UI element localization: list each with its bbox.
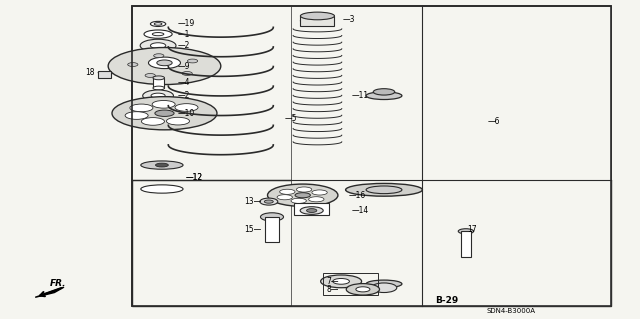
Text: SDN4-B3000A: SDN4-B3000A <box>486 308 536 314</box>
Bar <box>98 71 111 78</box>
Ellipse shape <box>141 185 183 193</box>
Bar <box>461 231 471 257</box>
Ellipse shape <box>154 23 162 25</box>
Text: 18: 18 <box>85 68 95 77</box>
Ellipse shape <box>264 200 273 203</box>
Bar <box>153 78 164 88</box>
Ellipse shape <box>156 163 168 167</box>
Ellipse shape <box>260 198 278 205</box>
Ellipse shape <box>125 112 148 119</box>
Ellipse shape <box>150 21 166 26</box>
Text: —5: —5 <box>285 114 298 122</box>
Ellipse shape <box>300 17 335 25</box>
Text: —4: —4 <box>177 78 190 87</box>
Ellipse shape <box>144 30 172 38</box>
Ellipse shape <box>308 197 324 202</box>
Bar <box>323 273 378 295</box>
Polygon shape <box>35 287 64 297</box>
Ellipse shape <box>141 161 183 169</box>
Ellipse shape <box>140 39 176 52</box>
Ellipse shape <box>312 190 327 195</box>
Bar <box>132 180 611 306</box>
Bar <box>294 203 329 215</box>
Ellipse shape <box>373 89 395 95</box>
Ellipse shape <box>295 193 310 198</box>
Ellipse shape <box>307 209 317 212</box>
Ellipse shape <box>153 86 164 90</box>
Text: B-29: B-29 <box>435 296 458 305</box>
Ellipse shape <box>153 76 164 80</box>
Ellipse shape <box>280 189 295 194</box>
Text: —3: —3 <box>342 15 355 24</box>
Ellipse shape <box>130 104 153 112</box>
Text: 8—: 8— <box>326 285 339 294</box>
Ellipse shape <box>268 184 338 206</box>
Ellipse shape <box>182 71 192 75</box>
Text: —12: —12 <box>186 173 203 182</box>
Ellipse shape <box>108 48 221 85</box>
Ellipse shape <box>112 97 217 130</box>
Text: —14: —14 <box>352 206 369 215</box>
Ellipse shape <box>291 198 307 204</box>
Ellipse shape <box>314 19 324 22</box>
Text: —6: —6 <box>488 117 500 126</box>
Text: —12: —12 <box>186 173 203 182</box>
Ellipse shape <box>151 93 165 98</box>
Ellipse shape <box>157 60 172 66</box>
Text: 7—: 7— <box>326 277 339 286</box>
Bar <box>300 16 335 26</box>
Ellipse shape <box>458 229 474 234</box>
Text: —9: —9 <box>177 62 190 70</box>
Ellipse shape <box>152 100 175 108</box>
Ellipse shape <box>260 213 284 221</box>
Ellipse shape <box>300 12 335 20</box>
Text: —1: —1 <box>177 30 189 39</box>
Bar <box>291 6 611 306</box>
Text: —19: —19 <box>177 19 195 28</box>
Text: —10: —10 <box>177 109 195 118</box>
Ellipse shape <box>166 117 189 125</box>
Ellipse shape <box>296 187 312 192</box>
Text: 15—: 15— <box>244 225 261 234</box>
Text: —11: —11 <box>352 91 369 100</box>
Ellipse shape <box>155 110 174 116</box>
Ellipse shape <box>145 74 156 78</box>
Ellipse shape <box>366 186 402 194</box>
Ellipse shape <box>366 280 402 288</box>
Ellipse shape <box>356 287 370 292</box>
Ellipse shape <box>143 90 173 101</box>
Text: 17: 17 <box>467 225 477 234</box>
Text: —16: —16 <box>349 191 366 200</box>
Ellipse shape <box>333 278 349 284</box>
Ellipse shape <box>148 57 180 69</box>
Ellipse shape <box>305 16 333 25</box>
Ellipse shape <box>150 43 166 48</box>
Ellipse shape <box>141 118 164 125</box>
Text: —2: —2 <box>177 91 189 100</box>
Ellipse shape <box>366 92 402 100</box>
Bar <box>132 6 611 306</box>
Ellipse shape <box>346 284 380 295</box>
Ellipse shape <box>188 59 198 63</box>
Bar <box>132 6 611 306</box>
Ellipse shape <box>128 63 138 66</box>
Text: 13—: 13— <box>244 197 261 206</box>
Bar <box>265 217 279 242</box>
Ellipse shape <box>321 275 362 288</box>
Ellipse shape <box>154 54 164 58</box>
Ellipse shape <box>371 283 397 293</box>
Ellipse shape <box>300 207 323 214</box>
Ellipse shape <box>152 33 164 36</box>
Ellipse shape <box>277 195 292 200</box>
Ellipse shape <box>346 183 422 196</box>
Ellipse shape <box>175 104 198 111</box>
Text: FR.: FR. <box>50 279 67 288</box>
Text: —2: —2 <box>177 41 189 50</box>
